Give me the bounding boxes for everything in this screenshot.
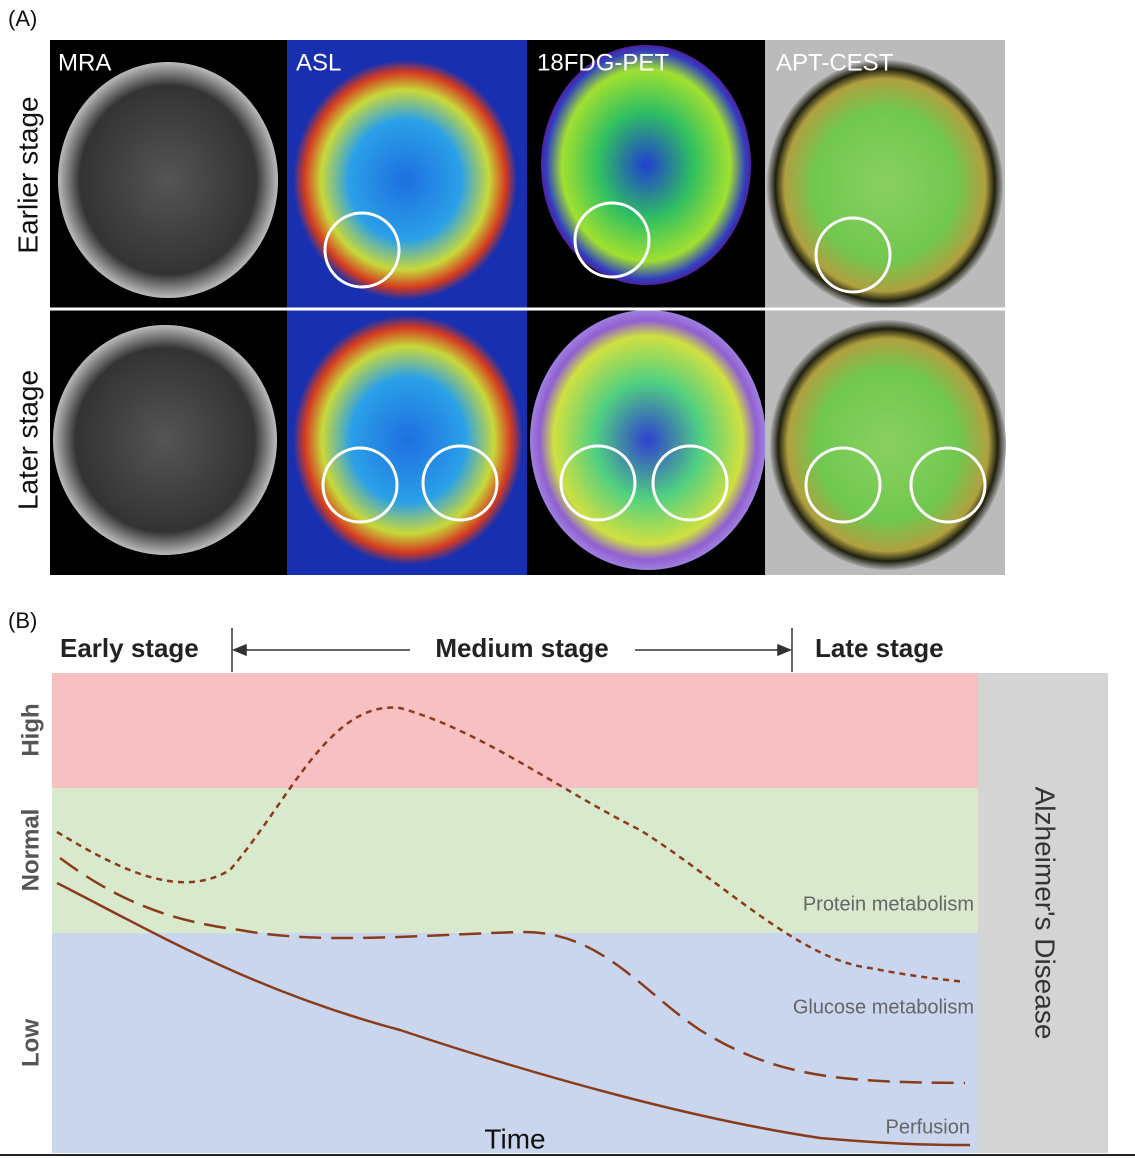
- brain-image: [530, 310, 766, 570]
- level-label: Low: [17, 1019, 44, 1067]
- high-band: [52, 673, 978, 788]
- panel-label: (A): [8, 6, 37, 31]
- column-header: APT-CEST: [776, 49, 894, 76]
- row-label: Later stage: [12, 370, 43, 510]
- stage-label: Medium stage: [435, 633, 608, 663]
- arrow-head: [234, 645, 246, 655]
- level-label: High: [17, 703, 44, 756]
- curve-label: Glucose metabolism: [793, 996, 974, 1018]
- outcome-label: Alzheimer's Disease: [1030, 787, 1061, 1040]
- curve-label: Perfusion: [886, 1116, 971, 1138]
- row-label: Earlier stage: [12, 96, 43, 253]
- figure: (A) MRA ASL 18FDG-PET: [0, 0, 1135, 1158]
- stage-label: Late stage: [815, 633, 944, 663]
- curve-label: Protein metabolism: [803, 893, 974, 915]
- brain-image: [541, 45, 751, 285]
- brain-image: [293, 315, 523, 565]
- column-header: MRA: [58, 49, 111, 76]
- brain-image: [770, 320, 1006, 570]
- arrow-head: [778, 645, 790, 655]
- level-label: Normal: [17, 809, 44, 892]
- panel-label: (B): [8, 608, 37, 633]
- x-axis-label: Time: [484, 1123, 545, 1154]
- brain-image: [53, 325, 277, 555]
- column-header: 18FDG-PET: [537, 49, 669, 76]
- brain-image: [58, 62, 278, 298]
- column-header: ASL: [296, 49, 341, 76]
- image-grid: [50, 40, 1006, 575]
- stage-label: Early stage: [60, 633, 199, 663]
- low-band: [52, 933, 978, 1153]
